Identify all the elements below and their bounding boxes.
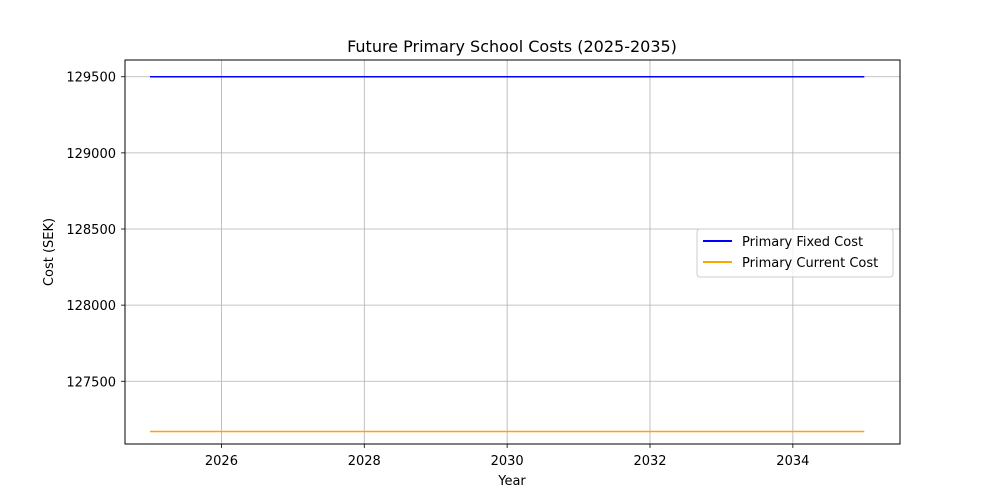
- y-axis-label: Cost (SEK): [42, 218, 57, 286]
- y-tick-label: 129000: [66, 147, 116, 162]
- y-tick-label: 127500: [66, 375, 116, 390]
- x-tick-label: 2030: [491, 454, 524, 469]
- y-tick-label: 128500: [66, 223, 116, 238]
- x-tick-label: 2032: [633, 454, 666, 469]
- legend-label-current: Primary Current Cost: [742, 256, 878, 271]
- x-tick-label: 2034: [776, 454, 809, 469]
- legend-box: [696, 228, 894, 278]
- series-layer: [150, 75, 865, 433]
- legend: Primary Fixed Cost Primary Current Cost: [696, 228, 894, 278]
- x-axis-label: Year: [497, 474, 526, 489]
- x-tick-label: 2028: [348, 454, 381, 469]
- plot-frame: [124, 59, 901, 445]
- chart-title: Future Primary School Costs (2025-2035): [347, 37, 677, 56]
- x-tick-label: 2026: [205, 454, 238, 469]
- y-tick-label: 129500: [66, 71, 116, 86]
- x-axis-ticks: 2026 2028 2030 2032 2034: [205, 444, 809, 469]
- y-tick-label: 128000: [66, 299, 116, 314]
- legend-label-fixed: Primary Fixed Cost: [742, 235, 863, 250]
- y-axis-ticks: 127500 128000 128500 129000 129500: [66, 71, 125, 390]
